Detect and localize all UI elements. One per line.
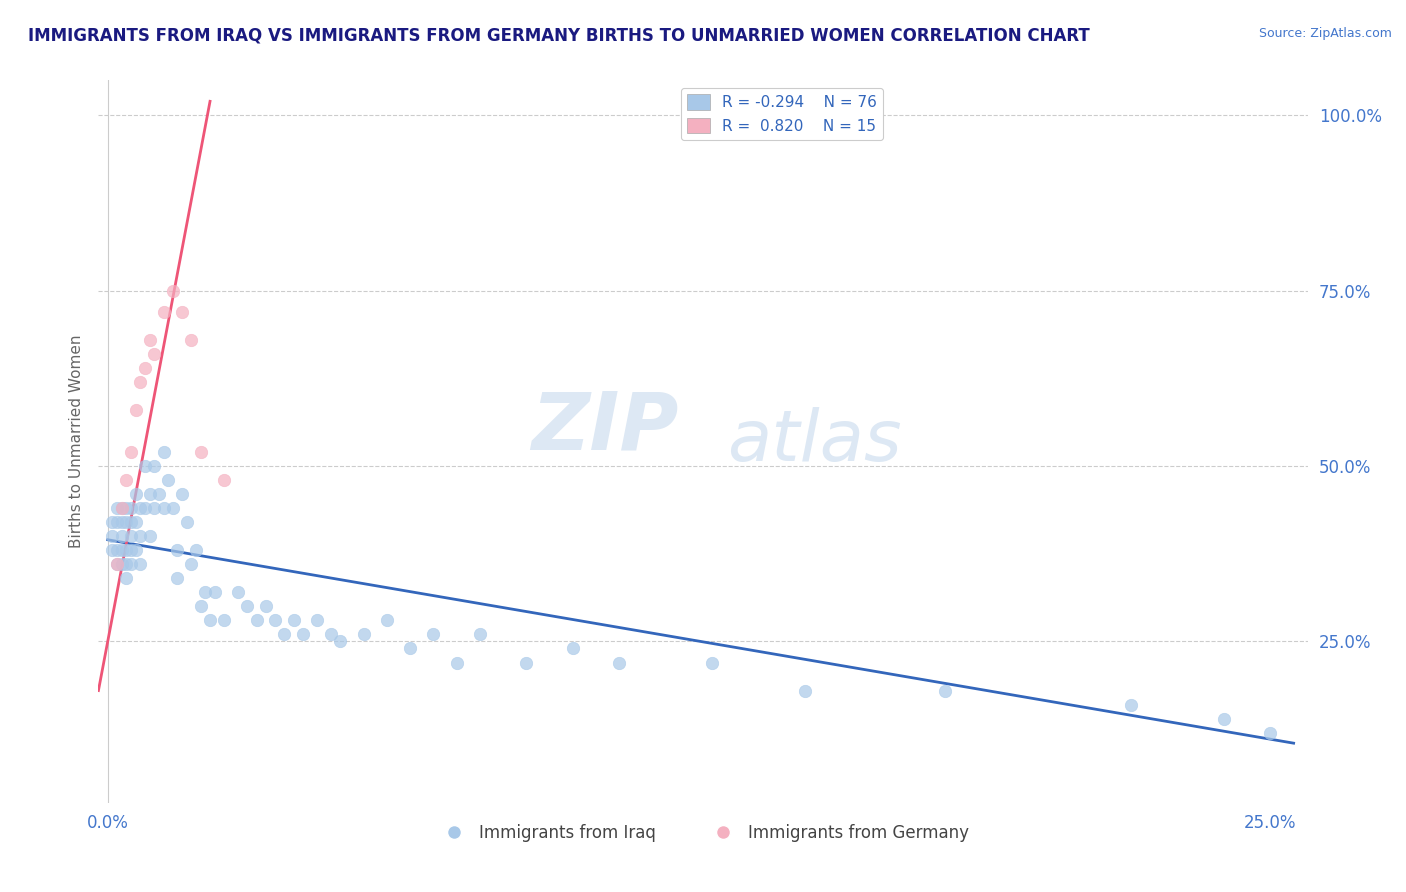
Point [111,501,134,516]
Point [111,543,134,558]
Point [138,487,160,501]
Point [143,501,166,516]
Point [143,347,166,361]
Point [204,585,226,599]
Point [172,305,194,319]
Point [101,543,124,558]
Point [115,543,138,558]
Point [120,543,142,558]
Point [515,656,537,670]
Point [101,529,124,543]
Point [105,558,128,572]
Point [245,614,267,628]
Point [794,683,817,698]
Point [254,599,277,614]
Point [162,501,184,516]
Point [152,501,174,516]
Point [124,515,146,529]
Legend: Immigrants from Iraq, Immigrants from Germany: Immigrants from Iraq, Immigrants from Ge… [430,817,976,848]
Point [198,614,221,628]
Point [134,501,156,516]
Text: atlas: atlas [727,407,901,476]
Point [134,360,156,375]
Point [115,558,138,572]
Point [143,459,166,474]
Point [120,501,142,516]
Point [422,627,444,641]
Point [212,614,235,628]
Point [934,683,956,698]
Text: ZIP: ZIP [531,388,679,467]
Point [134,459,156,474]
Point [120,515,142,529]
Point [115,501,138,516]
Point [190,599,212,614]
Text: Source: ZipAtlas.com: Source: ZipAtlas.com [1258,27,1392,40]
Point [329,634,352,648]
Point [468,627,491,641]
Point [305,614,328,628]
Point [111,558,134,572]
Point [105,558,128,572]
Point [212,473,235,487]
Point [194,585,217,599]
Point [124,487,146,501]
Point [180,558,202,572]
Point [115,515,138,529]
Point [111,529,134,543]
Point [115,473,138,487]
Point [292,627,315,641]
Point [152,445,174,459]
Point [101,515,124,529]
Point [124,543,146,558]
Point [264,614,287,628]
Point [1119,698,1142,712]
Text: IMMIGRANTS FROM IRAQ VS IMMIGRANTS FROM GERMANY BIRTHS TO UNMARRIED WOMEN CORREL: IMMIGRANTS FROM IRAQ VS IMMIGRANTS FROM … [28,27,1090,45]
Point [172,487,194,501]
Point [176,515,198,529]
Point [561,641,583,656]
Point [180,333,202,347]
Point [446,656,468,670]
Y-axis label: Births to Unmarried Women: Births to Unmarried Women [69,334,84,549]
Point [702,656,724,670]
Point [148,487,170,501]
Point [319,627,342,641]
Point [152,305,174,319]
Point [129,501,152,516]
Point [190,445,212,459]
Point [184,543,207,558]
Point [157,473,180,487]
Point [399,641,422,656]
Point [1212,712,1234,726]
Point [283,614,305,628]
Point [162,284,184,298]
Point [105,515,128,529]
Point [129,558,152,572]
Point [129,529,152,543]
Point [105,543,128,558]
Point [120,558,142,572]
Point [273,627,295,641]
Point [1260,725,1282,739]
Point [111,501,134,516]
Point [105,501,128,516]
Point [129,375,152,389]
Point [166,571,188,585]
Point [124,403,146,417]
Point [166,543,188,558]
Point [607,656,630,670]
Point [353,627,375,641]
Point [120,529,142,543]
Point [120,445,142,459]
Point [236,599,259,614]
Point [375,614,398,628]
Point [138,333,160,347]
Point [111,515,134,529]
Point [138,529,160,543]
Point [226,585,249,599]
Point [115,571,138,585]
